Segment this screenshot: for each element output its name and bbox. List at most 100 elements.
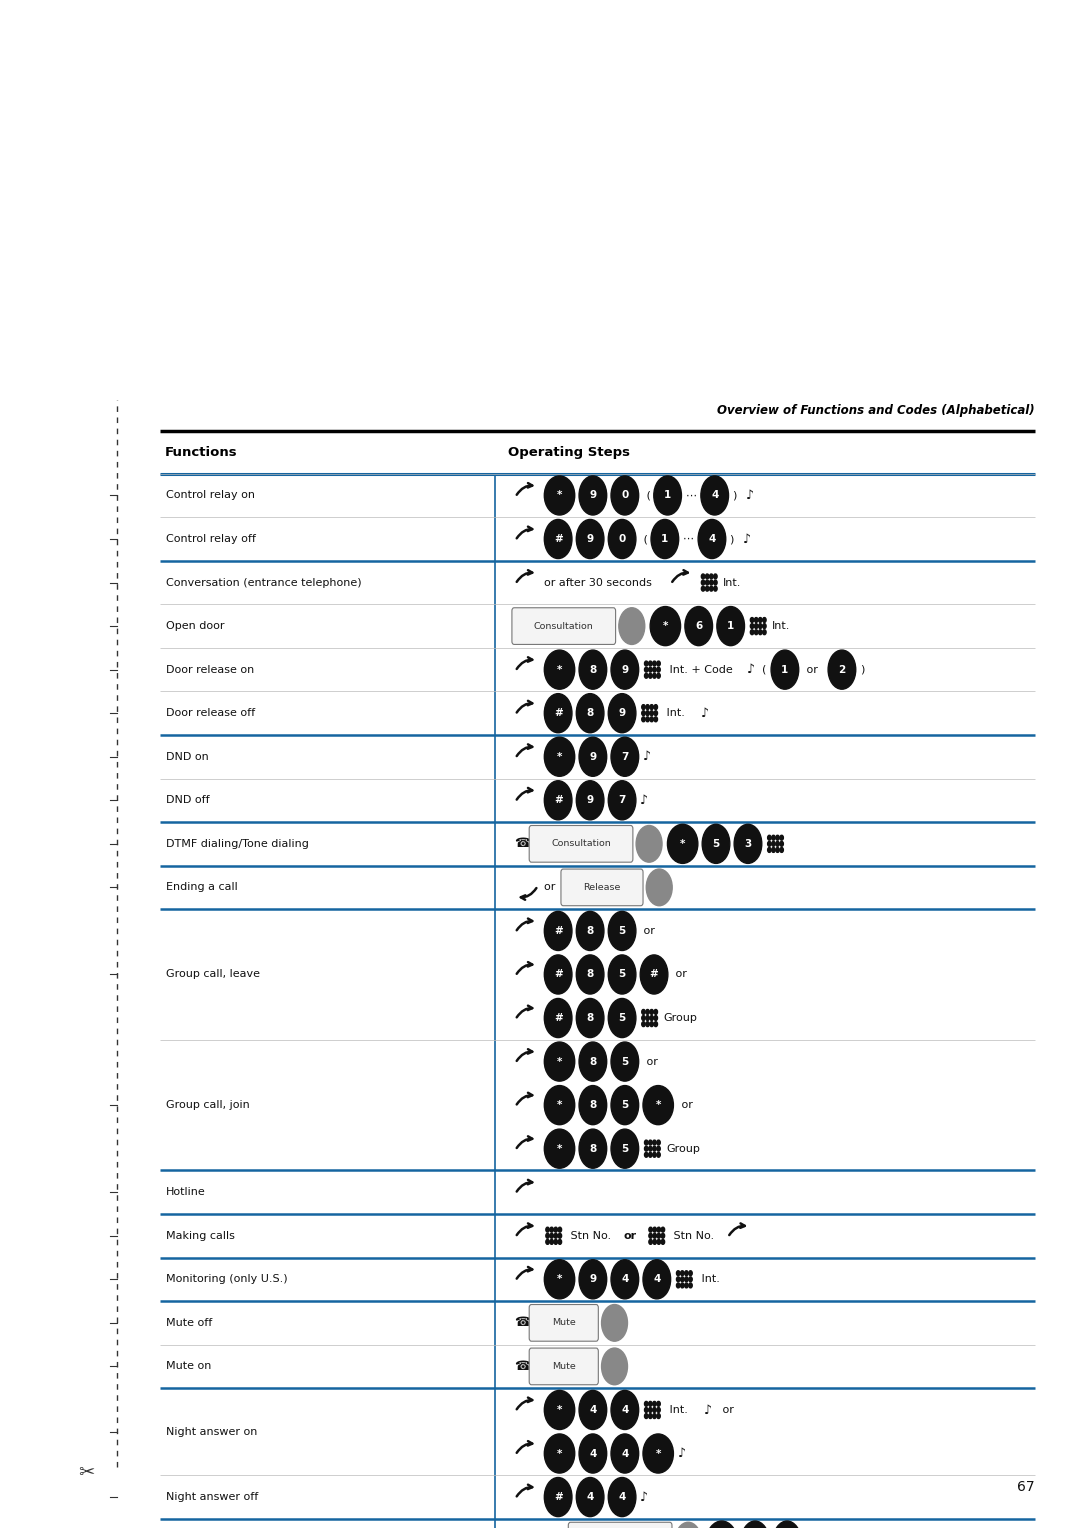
Text: *: * bbox=[557, 752, 563, 762]
Ellipse shape bbox=[544, 998, 572, 1038]
Ellipse shape bbox=[579, 475, 607, 515]
Text: Group call, leave: Group call, leave bbox=[166, 969, 260, 979]
Circle shape bbox=[657, 674, 660, 678]
Circle shape bbox=[705, 575, 708, 579]
Text: #: # bbox=[554, 795, 563, 805]
Circle shape bbox=[649, 1233, 652, 1238]
Text: 4: 4 bbox=[653, 1274, 661, 1285]
Text: *: * bbox=[557, 1449, 563, 1459]
Circle shape bbox=[602, 1348, 627, 1384]
Ellipse shape bbox=[611, 1259, 638, 1299]
Ellipse shape bbox=[577, 1478, 604, 1517]
Text: 8: 8 bbox=[590, 665, 596, 675]
Circle shape bbox=[649, 1239, 652, 1244]
Ellipse shape bbox=[544, 1129, 575, 1169]
Circle shape bbox=[650, 711, 653, 715]
Ellipse shape bbox=[608, 781, 636, 821]
Ellipse shape bbox=[667, 824, 698, 863]
Circle shape bbox=[758, 630, 762, 634]
Text: #: # bbox=[554, 926, 563, 937]
Circle shape bbox=[762, 617, 766, 622]
Text: ♪: ♪ bbox=[746, 489, 754, 503]
Text: Int.: Int. bbox=[772, 620, 791, 631]
Text: 0: 0 bbox=[621, 490, 629, 501]
Ellipse shape bbox=[579, 736, 607, 776]
Circle shape bbox=[653, 1227, 657, 1232]
Circle shape bbox=[768, 848, 771, 853]
Circle shape bbox=[710, 581, 713, 585]
Circle shape bbox=[751, 630, 754, 634]
Text: ♪: ♪ bbox=[743, 532, 751, 545]
Circle shape bbox=[657, 1239, 661, 1244]
Text: or: or bbox=[544, 882, 559, 892]
Circle shape bbox=[676, 1284, 680, 1288]
Circle shape bbox=[772, 848, 775, 853]
Circle shape bbox=[775, 836, 780, 840]
Text: 4: 4 bbox=[619, 1491, 625, 1502]
Ellipse shape bbox=[577, 955, 604, 995]
Text: 5: 5 bbox=[713, 839, 719, 850]
Text: 1: 1 bbox=[727, 620, 734, 631]
Text: Control relay on: Control relay on bbox=[166, 490, 255, 501]
Text: 4: 4 bbox=[586, 1491, 594, 1502]
Text: #: # bbox=[554, 969, 563, 979]
Ellipse shape bbox=[577, 694, 604, 733]
Circle shape bbox=[649, 1140, 652, 1144]
Text: Int.: Int. bbox=[663, 707, 688, 718]
Text: Int.: Int. bbox=[698, 1274, 719, 1285]
Text: Open door: Open door bbox=[166, 620, 225, 631]
Circle shape bbox=[652, 1140, 657, 1144]
Text: ♪: ♪ bbox=[640, 793, 648, 807]
Text: 1: 1 bbox=[661, 533, 669, 544]
Circle shape bbox=[657, 1401, 660, 1406]
Circle shape bbox=[701, 587, 705, 591]
Text: *: * bbox=[656, 1100, 661, 1111]
Text: or: or bbox=[804, 665, 822, 675]
Text: 3: 3 bbox=[744, 839, 752, 850]
Circle shape bbox=[710, 587, 713, 591]
Text: (: ( bbox=[643, 490, 651, 501]
Circle shape bbox=[650, 1016, 653, 1021]
Text: 8: 8 bbox=[590, 1143, 596, 1154]
Circle shape bbox=[645, 668, 648, 672]
Text: ): ) bbox=[730, 533, 738, 544]
Text: Int. + Code: Int. + Code bbox=[666, 665, 737, 675]
Ellipse shape bbox=[701, 475, 729, 515]
Circle shape bbox=[755, 623, 758, 628]
Ellipse shape bbox=[653, 475, 681, 515]
Circle shape bbox=[652, 1407, 657, 1412]
Circle shape bbox=[685, 1277, 688, 1282]
Circle shape bbox=[554, 1233, 557, 1238]
Ellipse shape bbox=[544, 475, 575, 515]
Circle shape bbox=[780, 836, 783, 840]
Ellipse shape bbox=[685, 607, 713, 646]
Circle shape bbox=[642, 704, 645, 709]
Text: 4: 4 bbox=[590, 1449, 596, 1459]
Circle shape bbox=[661, 1239, 664, 1244]
Ellipse shape bbox=[544, 1478, 572, 1517]
Text: 1: 1 bbox=[664, 490, 672, 501]
Circle shape bbox=[649, 662, 652, 666]
Text: #: # bbox=[554, 533, 563, 544]
Circle shape bbox=[758, 623, 762, 628]
Circle shape bbox=[661, 1233, 664, 1238]
Ellipse shape bbox=[544, 520, 572, 559]
Circle shape bbox=[642, 717, 645, 721]
Circle shape bbox=[654, 1010, 658, 1015]
Circle shape bbox=[649, 1407, 652, 1412]
Circle shape bbox=[701, 581, 705, 585]
Ellipse shape bbox=[544, 781, 572, 821]
Ellipse shape bbox=[643, 1085, 674, 1125]
Circle shape bbox=[675, 1522, 701, 1528]
Circle shape bbox=[755, 630, 758, 634]
Circle shape bbox=[558, 1239, 562, 1244]
Text: *: * bbox=[680, 839, 686, 850]
Ellipse shape bbox=[611, 1129, 638, 1169]
Circle shape bbox=[657, 1233, 661, 1238]
Circle shape bbox=[558, 1233, 562, 1238]
Circle shape bbox=[545, 1227, 550, 1232]
Circle shape bbox=[657, 662, 660, 666]
Ellipse shape bbox=[643, 1433, 674, 1473]
Text: Consultation: Consultation bbox=[551, 839, 611, 848]
Circle shape bbox=[645, 1401, 648, 1406]
